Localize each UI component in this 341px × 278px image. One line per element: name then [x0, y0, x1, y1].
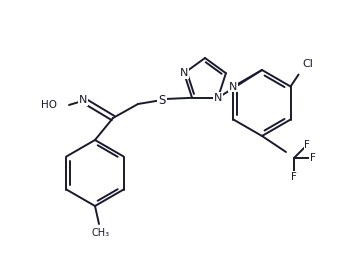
Text: F: F	[305, 140, 310, 150]
Text: S: S	[158, 93, 166, 106]
Text: HO: HO	[41, 100, 57, 110]
Text: N: N	[229, 81, 238, 91]
Text: F: F	[291, 172, 297, 182]
Text: N: N	[180, 68, 188, 78]
Text: CH₃: CH₃	[92, 228, 110, 238]
Text: F: F	[310, 153, 316, 163]
Text: N: N	[79, 95, 87, 105]
Text: Cl: Cl	[302, 58, 313, 68]
Text: N: N	[214, 93, 222, 103]
